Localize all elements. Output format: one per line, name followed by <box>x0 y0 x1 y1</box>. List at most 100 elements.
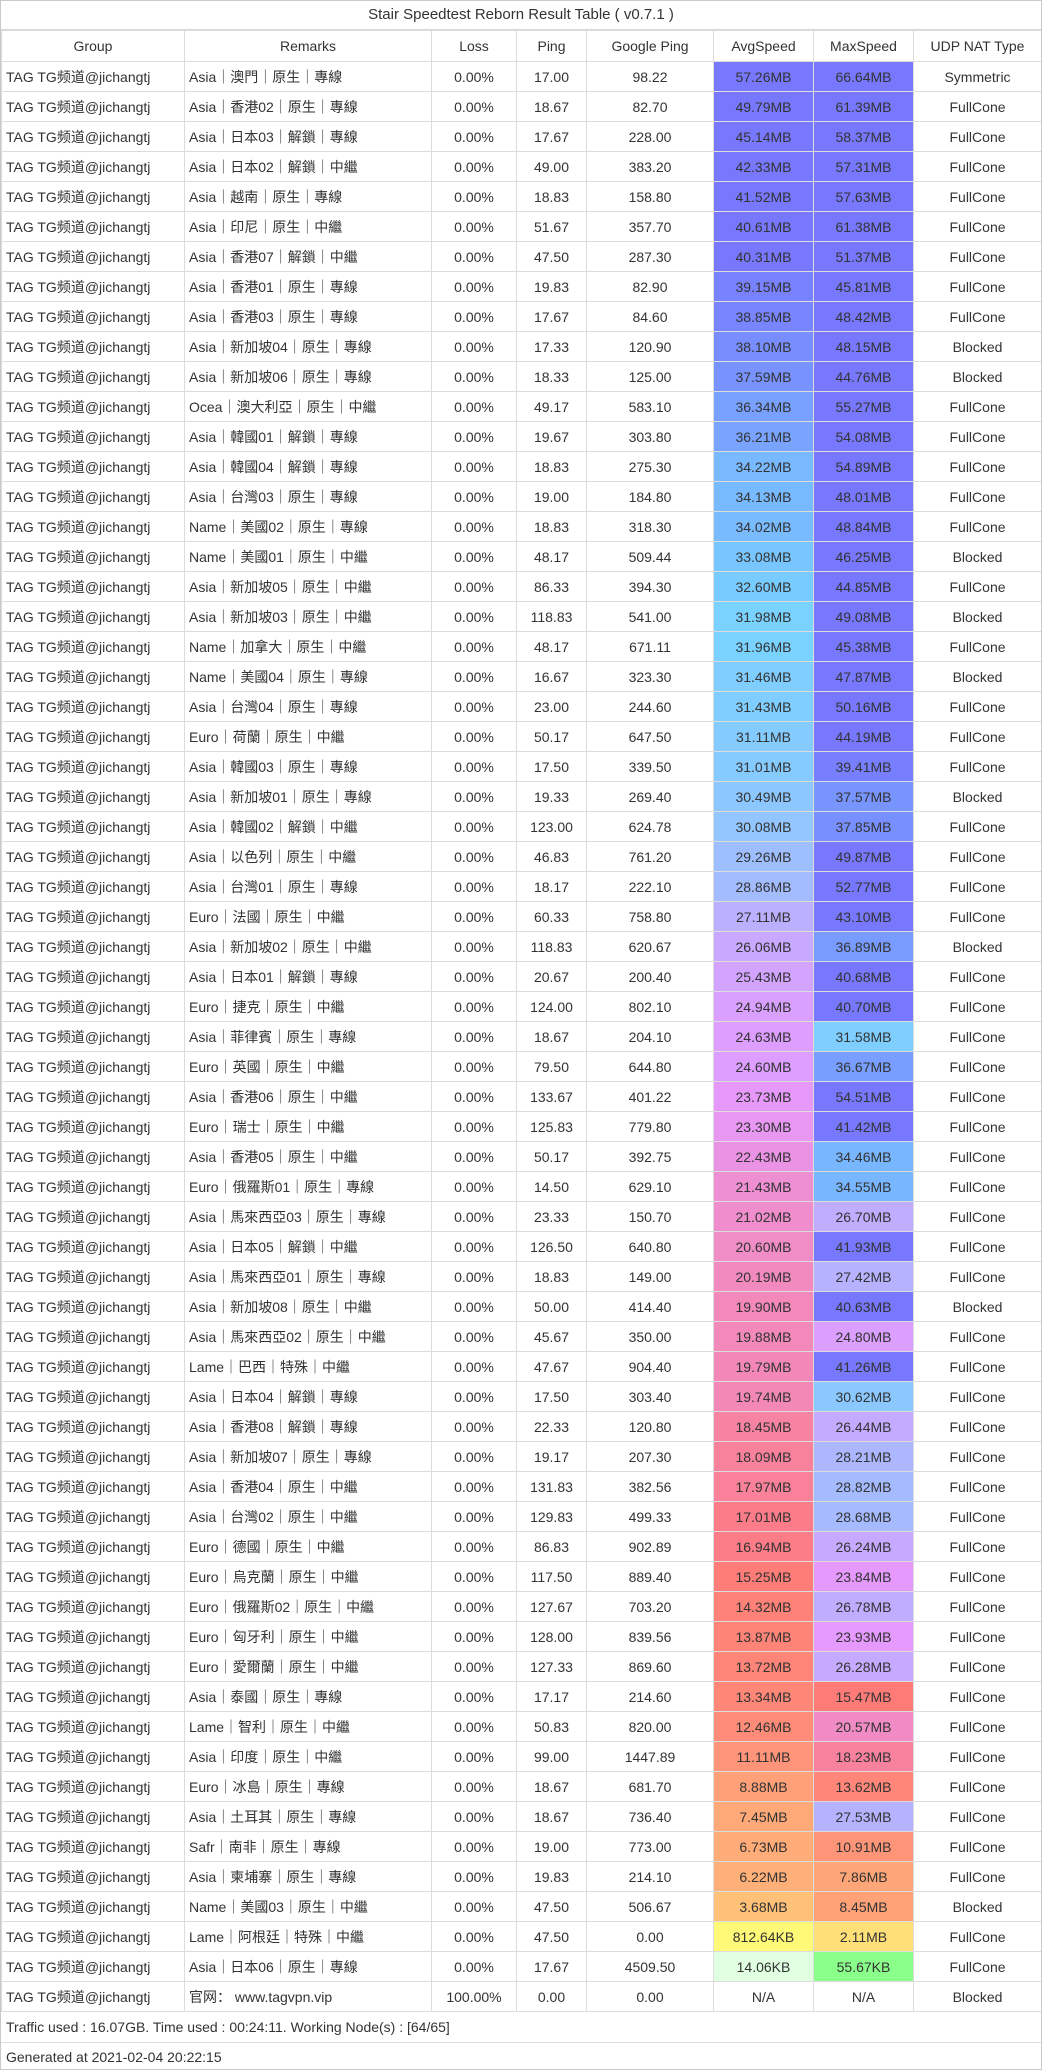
cell-avg-speed: 31.98MB <box>713 601 814 632</box>
cell-loss: 0.00% <box>431 421 517 452</box>
cell-loss: 0.00% <box>431 481 517 512</box>
cell-udp-nat-type: Blocked <box>913 1891 1041 1922</box>
cell-avg-speed: 31.43MB <box>713 691 814 722</box>
cell-max-speed: 37.57MB <box>813 781 914 812</box>
col-header-google-ping: Google Ping <box>586 30 714 62</box>
cell-loss: 0.00% <box>431 1441 517 1472</box>
table-row: TAG TG频道@jichangtj Asia｜新加坡07｜原生｜專線 0.00% 1… <box>1 1441 1041 1472</box>
cell-google-ping: 869.60 <box>586 1651 714 1682</box>
cell-avg-speed: 16.94MB <box>713 1531 814 1562</box>
cell-google-ping: 761.20 <box>586 841 714 872</box>
cell-loss: 0.00% <box>431 271 517 302</box>
cell-google-ping: 125.00 <box>586 361 714 392</box>
cell-group: TAG TG频道@jichangtj <box>1 1411 185 1442</box>
cell-max-speed: 41.93MB <box>813 1231 914 1262</box>
cell-loss: 0.00% <box>431 661 517 692</box>
cell-loss: 0.00% <box>431 1831 517 1862</box>
cell-max-speed: 34.46MB <box>813 1141 914 1172</box>
cell-ping: 49.00 <box>516 151 587 182</box>
cell-udp-nat-type: FullCone <box>913 121 1041 152</box>
cell-group: TAG TG频道@jichangtj <box>1 1201 185 1232</box>
cell-max-speed: 44.85MB <box>813 571 914 602</box>
table-row: TAG TG频道@jichangtj Asia｜香港06｜原生｜中繼 0.00% 13… <box>1 1081 1041 1112</box>
cell-loss: 0.00% <box>431 631 517 662</box>
cell-group: TAG TG频道@jichangtj <box>1 1861 185 1892</box>
cell-udp-nat-type: FullCone <box>913 1201 1041 1232</box>
cell-max-speed: 48.01MB <box>813 481 914 512</box>
table-row: TAG TG频道@jichangtj Asia｜韓國03｜原生｜專線 0.00% 17… <box>1 751 1041 782</box>
cell-ping: 22.33 <box>516 1411 587 1442</box>
table-row: TAG TG频道@jichangtj Euro｜法國｜原生｜中繼 0.00% 60.3… <box>1 901 1041 932</box>
cell-max-speed: 48.15MB <box>813 331 914 362</box>
cell-max-speed: 37.85MB <box>813 811 914 842</box>
cell-ping: 50.83 <box>516 1711 587 1742</box>
table-row: TAG TG频道@jichangtj Asia｜台灣02｜原生｜中繼 0.00% 12… <box>1 1501 1041 1532</box>
cell-google-ping: 82.90 <box>586 271 714 302</box>
cell-google-ping: 583.10 <box>586 391 714 422</box>
cell-ping: 19.33 <box>516 781 587 812</box>
cell-ping: 17.67 <box>516 121 587 152</box>
cell-udp-nat-type: FullCone <box>913 1651 1041 1682</box>
cell-loss: 0.00% <box>431 331 517 362</box>
table-row: TAG TG频道@jichangtj Asia｜日本06｜原生｜專線 0.00% 17… <box>1 1951 1041 1982</box>
col-header-avg-speed: AvgSpeed <box>713 30 814 62</box>
cell-avg-speed: 33.08MB <box>713 541 814 572</box>
page-title: Stair Speedtest Reborn Result Table ( v0… <box>1 1 1041 30</box>
cell-udp-nat-type: FullCone <box>913 871 1041 902</box>
cell-google-ping: 184.80 <box>586 481 714 512</box>
cell-avg-speed: 7.45MB <box>713 1801 814 1832</box>
cell-google-ping: 120.80 <box>586 1411 714 1442</box>
cell-remarks: Euro｜冰島｜原生｜專線 <box>184 1771 432 1802</box>
cell-google-ping: 681.70 <box>586 1771 714 1802</box>
cell-loss: 0.00% <box>431 1351 517 1382</box>
cell-google-ping: 414.40 <box>586 1291 714 1322</box>
cell-udp-nat-type: FullCone <box>913 1351 1041 1382</box>
cell-avg-speed: 21.43MB <box>713 1171 814 1202</box>
cell-avg-speed: 27.11MB <box>713 901 814 932</box>
table-row: TAG TG频道@jichangtj Asia｜土耳其｜原生｜專線 0.00% 18.… <box>1 1801 1041 1832</box>
cell-group: TAG TG频道@jichangtj <box>1 241 185 272</box>
cell-google-ping: 499.33 <box>586 1501 714 1532</box>
cell-avg-speed: 24.94MB <box>713 991 814 1022</box>
cell-google-ping: 350.00 <box>586 1321 714 1352</box>
cell-remarks: Asia｜新加坡01｜原生｜專線 <box>184 781 432 812</box>
cell-avg-speed: 19.79MB <box>713 1351 814 1382</box>
table-row: TAG TG频道@jichangtj Euro｜荷蘭｜原生｜中繼 0.00% 50.1… <box>1 721 1041 752</box>
cell-loss: 0.00% <box>431 601 517 632</box>
cell-group: TAG TG频道@jichangtj <box>1 1231 185 1262</box>
cell-avg-speed: 31.96MB <box>713 631 814 662</box>
cell-max-speed: 43.10MB <box>813 901 914 932</box>
footer-generated-at: Generated at 2021-02-04 20:22:15 <box>6 2049 222 2065</box>
cell-google-ping: 244.60 <box>586 691 714 722</box>
cell-loss: 0.00% <box>431 61 517 92</box>
cell-group: TAG TG频道@jichangtj <box>1 1921 185 1952</box>
cell-loss: 0.00% <box>431 931 517 962</box>
cell-ping: 123.00 <box>516 811 587 842</box>
cell-avg-speed: 20.19MB <box>713 1261 814 1292</box>
cell-max-speed: 36.89MB <box>813 931 914 962</box>
cell-ping: 19.17 <box>516 1441 587 1472</box>
col-header-max-speed: MaxSpeed <box>813 30 914 62</box>
cell-google-ping: 394.30 <box>586 571 714 602</box>
cell-group: TAG TG频道@jichangtj <box>1 1951 185 1982</box>
table-row: TAG TG频道@jichangtj Asia｜韓國01｜解鎖｜專線 0.00% 19… <box>1 421 1041 452</box>
cell-google-ping: 357.70 <box>586 211 714 242</box>
cell-remarks: Name｜美國01｜原生｜中繼 <box>184 541 432 572</box>
cell-ping: 20.67 <box>516 961 587 992</box>
cell-loss: 0.00% <box>431 1471 517 1502</box>
table-row: TAG TG频道@jichangtj Name｜加拿大｜原生｜中繼 0.00% 48.… <box>1 631 1041 662</box>
cell-max-speed: 40.63MB <box>813 1291 914 1322</box>
cell-loss: 0.00% <box>431 781 517 812</box>
table-row: TAG TG频道@jichangtj Asia｜台灣03｜原生｜專線 0.00% 19… <box>1 481 1041 512</box>
cell-max-speed: 34.55MB <box>813 1171 914 1202</box>
cell-group: TAG TG频道@jichangtj <box>1 511 185 542</box>
cell-avg-speed: 42.33MB <box>713 151 814 182</box>
cell-max-speed: 57.31MB <box>813 151 914 182</box>
cell-max-speed: 23.93MB <box>813 1621 914 1652</box>
table-row: TAG TG频道@jichangtj Name｜美國03｜原生｜中繼 0.00% 47… <box>1 1891 1041 1922</box>
cell-remarks: Euro｜俄羅斯02｜原生｜中繼 <box>184 1591 432 1622</box>
cell-avg-speed: 13.34MB <box>713 1681 814 1712</box>
cell-loss: 0.00% <box>431 751 517 782</box>
cell-ping: 127.67 <box>516 1591 587 1622</box>
table-row: TAG TG频道@jichangtj Euro｜德國｜原生｜中繼 0.00% 86.8… <box>1 1531 1041 1562</box>
